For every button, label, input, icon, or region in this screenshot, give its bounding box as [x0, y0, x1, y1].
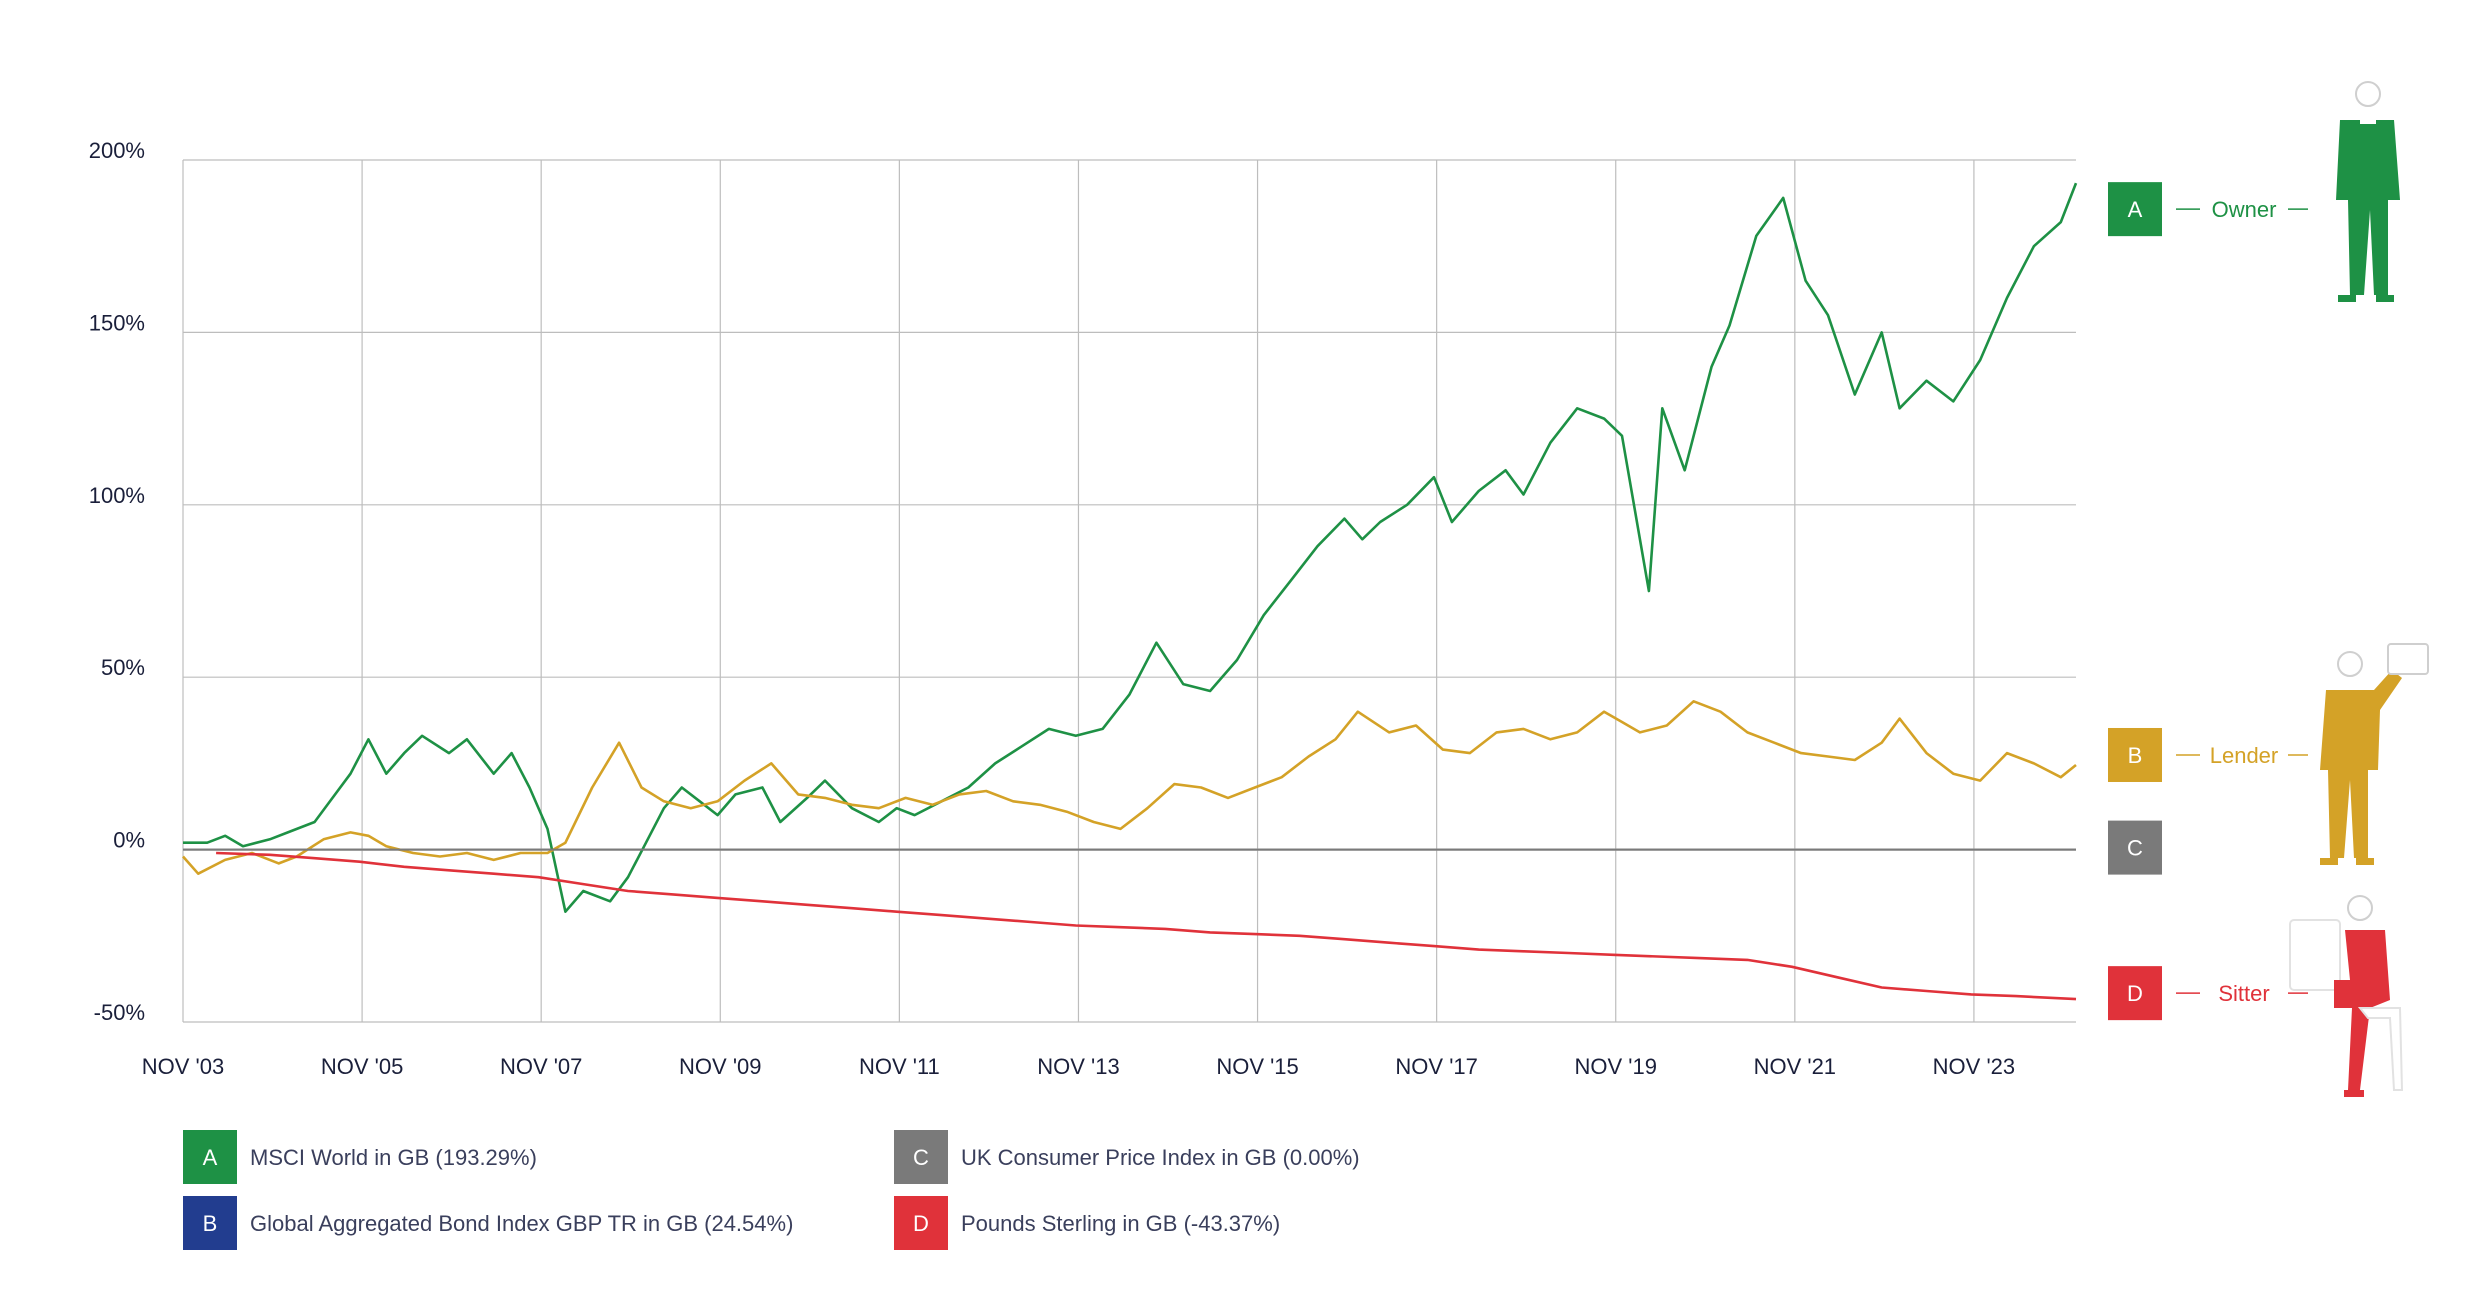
x-tick-label: NOV '21 — [1754, 1054, 1836, 1079]
grid — [182, 159, 2076, 1023]
role-badge-a: A Owner — [2108, 182, 2308, 237]
role-label-sitter: Sitter — [2218, 981, 2269, 1006]
legend-swatch — [183, 1196, 237, 1250]
role-badge-letter: A — [2128, 197, 2143, 222]
x-tick-label: NOV '19 — [1574, 1054, 1656, 1079]
y-tick-label: 100% — [89, 483, 145, 508]
x-tick-label: NOV '09 — [679, 1054, 761, 1079]
series-line-b — [182, 699, 2077, 876]
legend-label: MSCI World in GB (193.29%) — [250, 1145, 537, 1170]
x-tick-label: NOV '05 — [321, 1054, 403, 1079]
role-badge-letter: B — [2128, 743, 2143, 768]
x-tick-label: NOV '15 — [1216, 1054, 1298, 1079]
legend-item-b: B Global Aggregated Bond Index GBP TR in … — [183, 1196, 793, 1250]
role-label-owner: Owner — [2212, 197, 2277, 222]
role-badge-box — [2108, 966, 2162, 1021]
legend: A MSCI World in GB (193.29%) B Global Aggre… — [183, 1130, 1360, 1250]
role-badge-letter: C — [2127, 836, 2143, 861]
x-tick-label: NOV '07 — [500, 1054, 582, 1079]
series-line-d — [216, 851, 2077, 1001]
x-tick-label: NOV '03 — [142, 1054, 224, 1079]
y-tick-label: -50% — [94, 1000, 145, 1025]
legend-swatch — [894, 1130, 948, 1184]
legend-key: B — [203, 1211, 218, 1236]
role-badge-d: D Sitter — [2108, 966, 2308, 1021]
role-badge-box — [2108, 820, 2162, 875]
legend-label: Global Aggregated Bond Index GBP TR in G… — [250, 1211, 793, 1236]
y-tick-label: 200% — [89, 138, 145, 163]
role-badge-b: B Lender — [2108, 727, 2308, 782]
series-lines — [182, 182, 2078, 1001]
legend-item-d: D Pounds Sterling in GB (-43.37%) — [894, 1196, 1280, 1250]
role-label-lender: Lender — [2210, 743, 2279, 768]
role-labels: A Owner B Lender C D Sitter — [2108, 182, 2308, 1021]
legend-item-a: A MSCI World in GB (193.29%) — [183, 1130, 537, 1184]
role-badge-box — [2108, 182, 2162, 237]
legend-label: Pounds Sterling in GB (-43.37%) — [961, 1211, 1280, 1236]
legend-key: D — [913, 1211, 929, 1236]
legend-swatch — [183, 1130, 237, 1184]
x-tick-label: NOV '17 — [1395, 1054, 1477, 1079]
lender-figure-icon — [2320, 643, 2429, 865]
role-badge-letter: D — [2127, 981, 2143, 1006]
legend-label: UK Consumer Price Index in GB (0.00%) — [961, 1145, 1360, 1170]
owner-figure-icon — [2336, 81, 2400, 302]
x-tick-label: NOV '11 — [859, 1054, 940, 1079]
legend-key: C — [913, 1145, 929, 1170]
y-tick-label: 150% — [89, 310, 145, 335]
legend-key: A — [203, 1145, 218, 1170]
x-tick-label: NOV '13 — [1037, 1054, 1119, 1079]
x-tick-label: NOV '23 — [1933, 1054, 2015, 1079]
role-badge-c: C — [2108, 820, 2162, 875]
role-badge-box — [2108, 727, 2162, 782]
sitter-figure-icon — [2289, 895, 2404, 1097]
axes: 200% 150% 100% 50% 0% -50% NOV '03 NOV '05 NOV '… — [89, 138, 2015, 1079]
legend-item-c: C UK Consumer Price Index in GB (0.00%) — [894, 1130, 1360, 1184]
series-line-a — [183, 182, 2078, 914]
y-tick-label: 50% — [101, 655, 145, 680]
legend-swatch — [894, 1196, 948, 1250]
y-tick-label: 0% — [113, 828, 145, 853]
